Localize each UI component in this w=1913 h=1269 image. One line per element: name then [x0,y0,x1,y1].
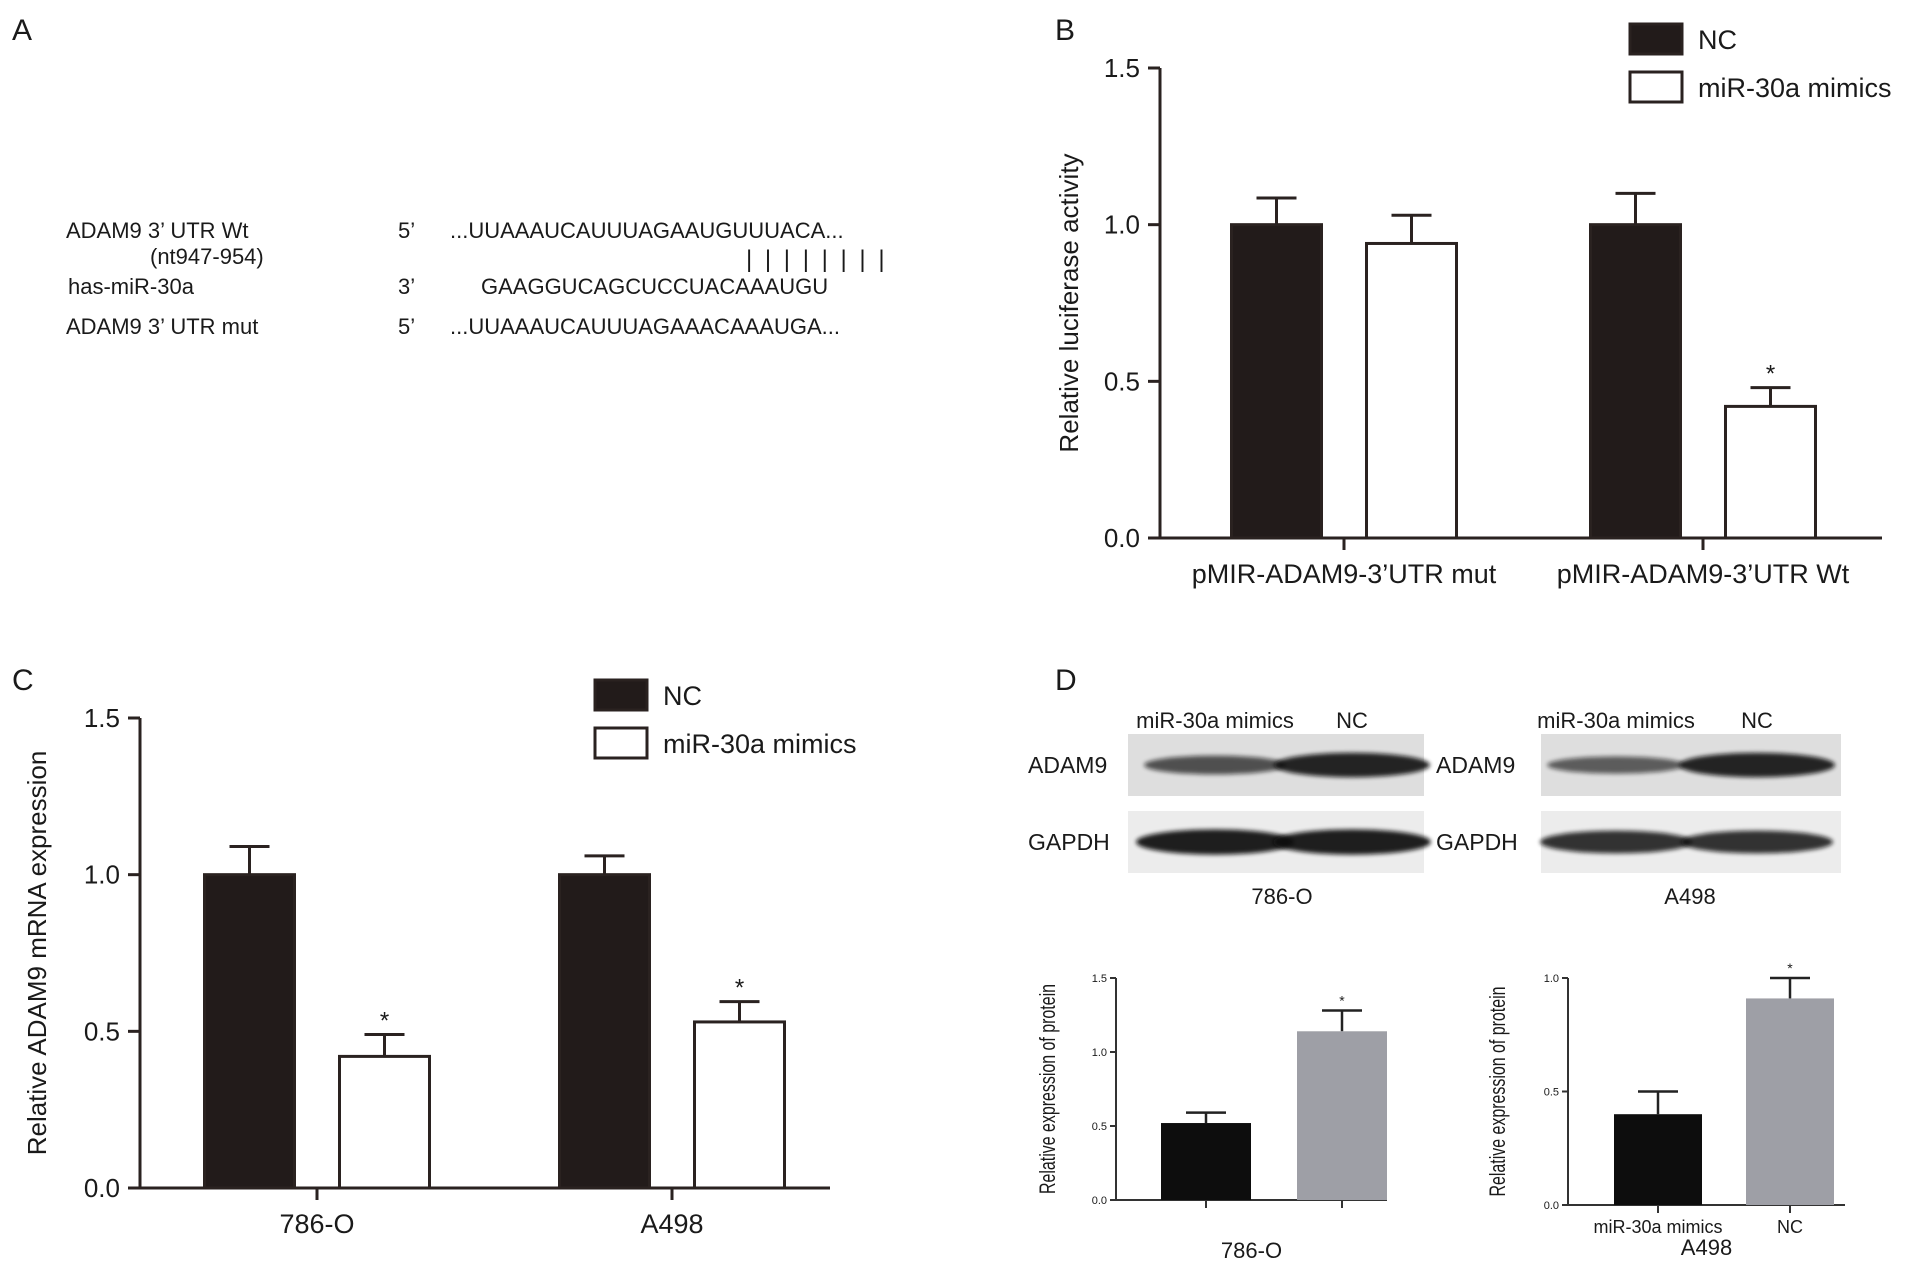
bar-mir-30a-mimics [338,1054,431,1190]
blot-band [1681,830,1833,854]
legend-label: NC [1698,25,1737,55]
panel-letter-c: C [12,664,34,697]
seq-row-name: ADAM9 3’ UTR mut [66,314,258,339]
bar-nc [1230,223,1323,540]
seq-row-name: has-miR-30a [68,274,195,299]
y-tick-label: 0.0 [1104,523,1140,553]
bar-nc [558,873,651,1190]
bar-mir-30a-mimics [1365,241,1458,540]
panel-letter-d: D [1055,664,1077,697]
seq-row-sequence: ...UUAAAUCAUUUAGAAACAAAUGA... [450,314,840,339]
bar-mir-30a-mimics [1724,404,1817,540]
blot-band [1144,755,1286,775]
y-axis-label: Relative expression of protein [1485,987,1510,1197]
y-tick-label: 1.0 [84,860,120,890]
bar-mir-30a-mimics [693,1020,786,1190]
y-tick-label: 0.5 [84,1016,120,1046]
y-tick-label: 0.5 [1104,366,1140,396]
western-blots: miR-30a mimics NC ADAM9 GAPDH 786-O miR-30a m… [1028,708,1841,909]
lane-label: miR-30a mimics [1136,708,1294,733]
seq-row-name: (nt947-954) [150,244,264,269]
x-tick-label: 786-O [279,1209,354,1239]
bar-nc [203,873,296,1190]
blot-band [1547,756,1685,774]
x-tick-label: A498 [640,1209,703,1239]
seq-row-prime: 5’ [398,218,415,243]
legend-swatch [593,678,649,712]
x-tick-label: NC [1777,1217,1803,1237]
y-tick-label: 1.5 [84,703,120,733]
blot-band [1540,830,1692,854]
y-tick-label: 1.0 [1104,210,1140,240]
bar-nc [1589,223,1682,540]
legend-swatch [1628,22,1684,56]
seq-row-prime: 3’ [398,274,415,299]
lane-label: NC [1336,708,1368,733]
significance-marker: * [735,975,744,1002]
blot-band [1136,829,1294,855]
seq-pairing-bars: | | | | | | | | [746,246,888,273]
bar [1614,1114,1702,1205]
panel-letter-b: B [1055,14,1075,47]
y-tick-label: 1.5 [1104,53,1140,83]
y-tick-label: 0.0 [1544,1200,1559,1212]
blot-band [1273,829,1431,855]
y-tick-label: 1.5 [1092,973,1107,985]
significance-marker: * [1787,960,1793,976]
x-tick-label: pMIR-ADAM9-3’UTR mut [1192,559,1497,589]
seq-row-name: ADAM9 3’ UTR Wt [66,218,249,243]
blot-row-label: GAPDH [1436,829,1518,855]
x-tick-label: pMIR-ADAM9-3’UTR Wt [1557,559,1850,589]
bar [1297,1031,1387,1200]
legend-label: miR-30a mimics [663,729,857,759]
bar [1161,1123,1251,1200]
y-tick-label: 0.0 [84,1173,120,1203]
legend-swatch [1628,70,1684,104]
blot-cell-line-label: A498 [1664,884,1715,909]
blot-band [1679,752,1835,778]
chart-adam9-mrna-expression: 0.0 0.5 1.0 1.5 786-O * A498 * Relative ADAM9 mR… [22,678,857,1239]
y-axis-label: Relative expression of protein [1035,984,1060,1194]
x-axis-label: 786-O [1221,1238,1282,1263]
lane-label: NC [1741,708,1773,733]
legend-swatch [593,726,649,760]
blot-cell-line-label: 786-O [1251,884,1312,909]
sequence-alignment: ADAM9 3’ UTR Wt 5’ ...UUAAAUCAUUUAGAAUGU… [66,218,888,339]
chart-luciferase-activity: 0.0 0.5 1.0 1.5 pMIR-ADAM9-3’UTR mut pMIR-ADA… [1054,22,1892,589]
x-axis-label: A498 [1681,1235,1732,1260]
legend-label: miR-30a mimics [1698,73,1892,103]
blot-band [1274,752,1430,778]
y-tick-label: 0.0 [1092,1195,1107,1207]
legend-label: NC [663,681,702,711]
significance-marker: * [1339,993,1345,1009]
significance-marker: * [380,1007,389,1034]
y-axis-label: Relative ADAM9 mRNA expression [22,751,52,1156]
significance-marker: * [1766,361,1775,388]
blot-row-label: GAPDH [1028,829,1110,855]
panel-letter-a: A [12,14,32,47]
y-tick-label: 0.5 [1544,1087,1559,1099]
lane-label: miR-30a mimics [1537,708,1695,733]
y-tick-label: 1.0 [1092,1047,1107,1059]
bar [1746,998,1834,1205]
x-tick-label: miR-30a mimics [1593,1217,1722,1237]
chart-protein-786-o: 0.0 0.5 1.0 1.5 * 786-O Relative expression of… [1035,973,1387,1263]
y-tick-label: 1.0 [1544,973,1559,985]
seq-row-sequence: ...UUAAAUCAUUUAGAAUGUUUACA... [450,218,844,243]
blot-row-label: ADAM9 [1028,752,1107,778]
seq-row-sequence: GAAGGUCAGCUCCUACAAAUGU [481,274,828,299]
y-axis-label: Relative luciferase activity [1054,153,1084,452]
seq-row-prime: 5’ [398,314,415,339]
y-tick-label: 0.5 [1092,1121,1107,1133]
blot-row-label: ADAM9 [1436,752,1515,778]
chart-protein-a498: 0.0 0.5 1.0 miR-30a mimics * NC A498 Relative e… [1485,960,1845,1260]
